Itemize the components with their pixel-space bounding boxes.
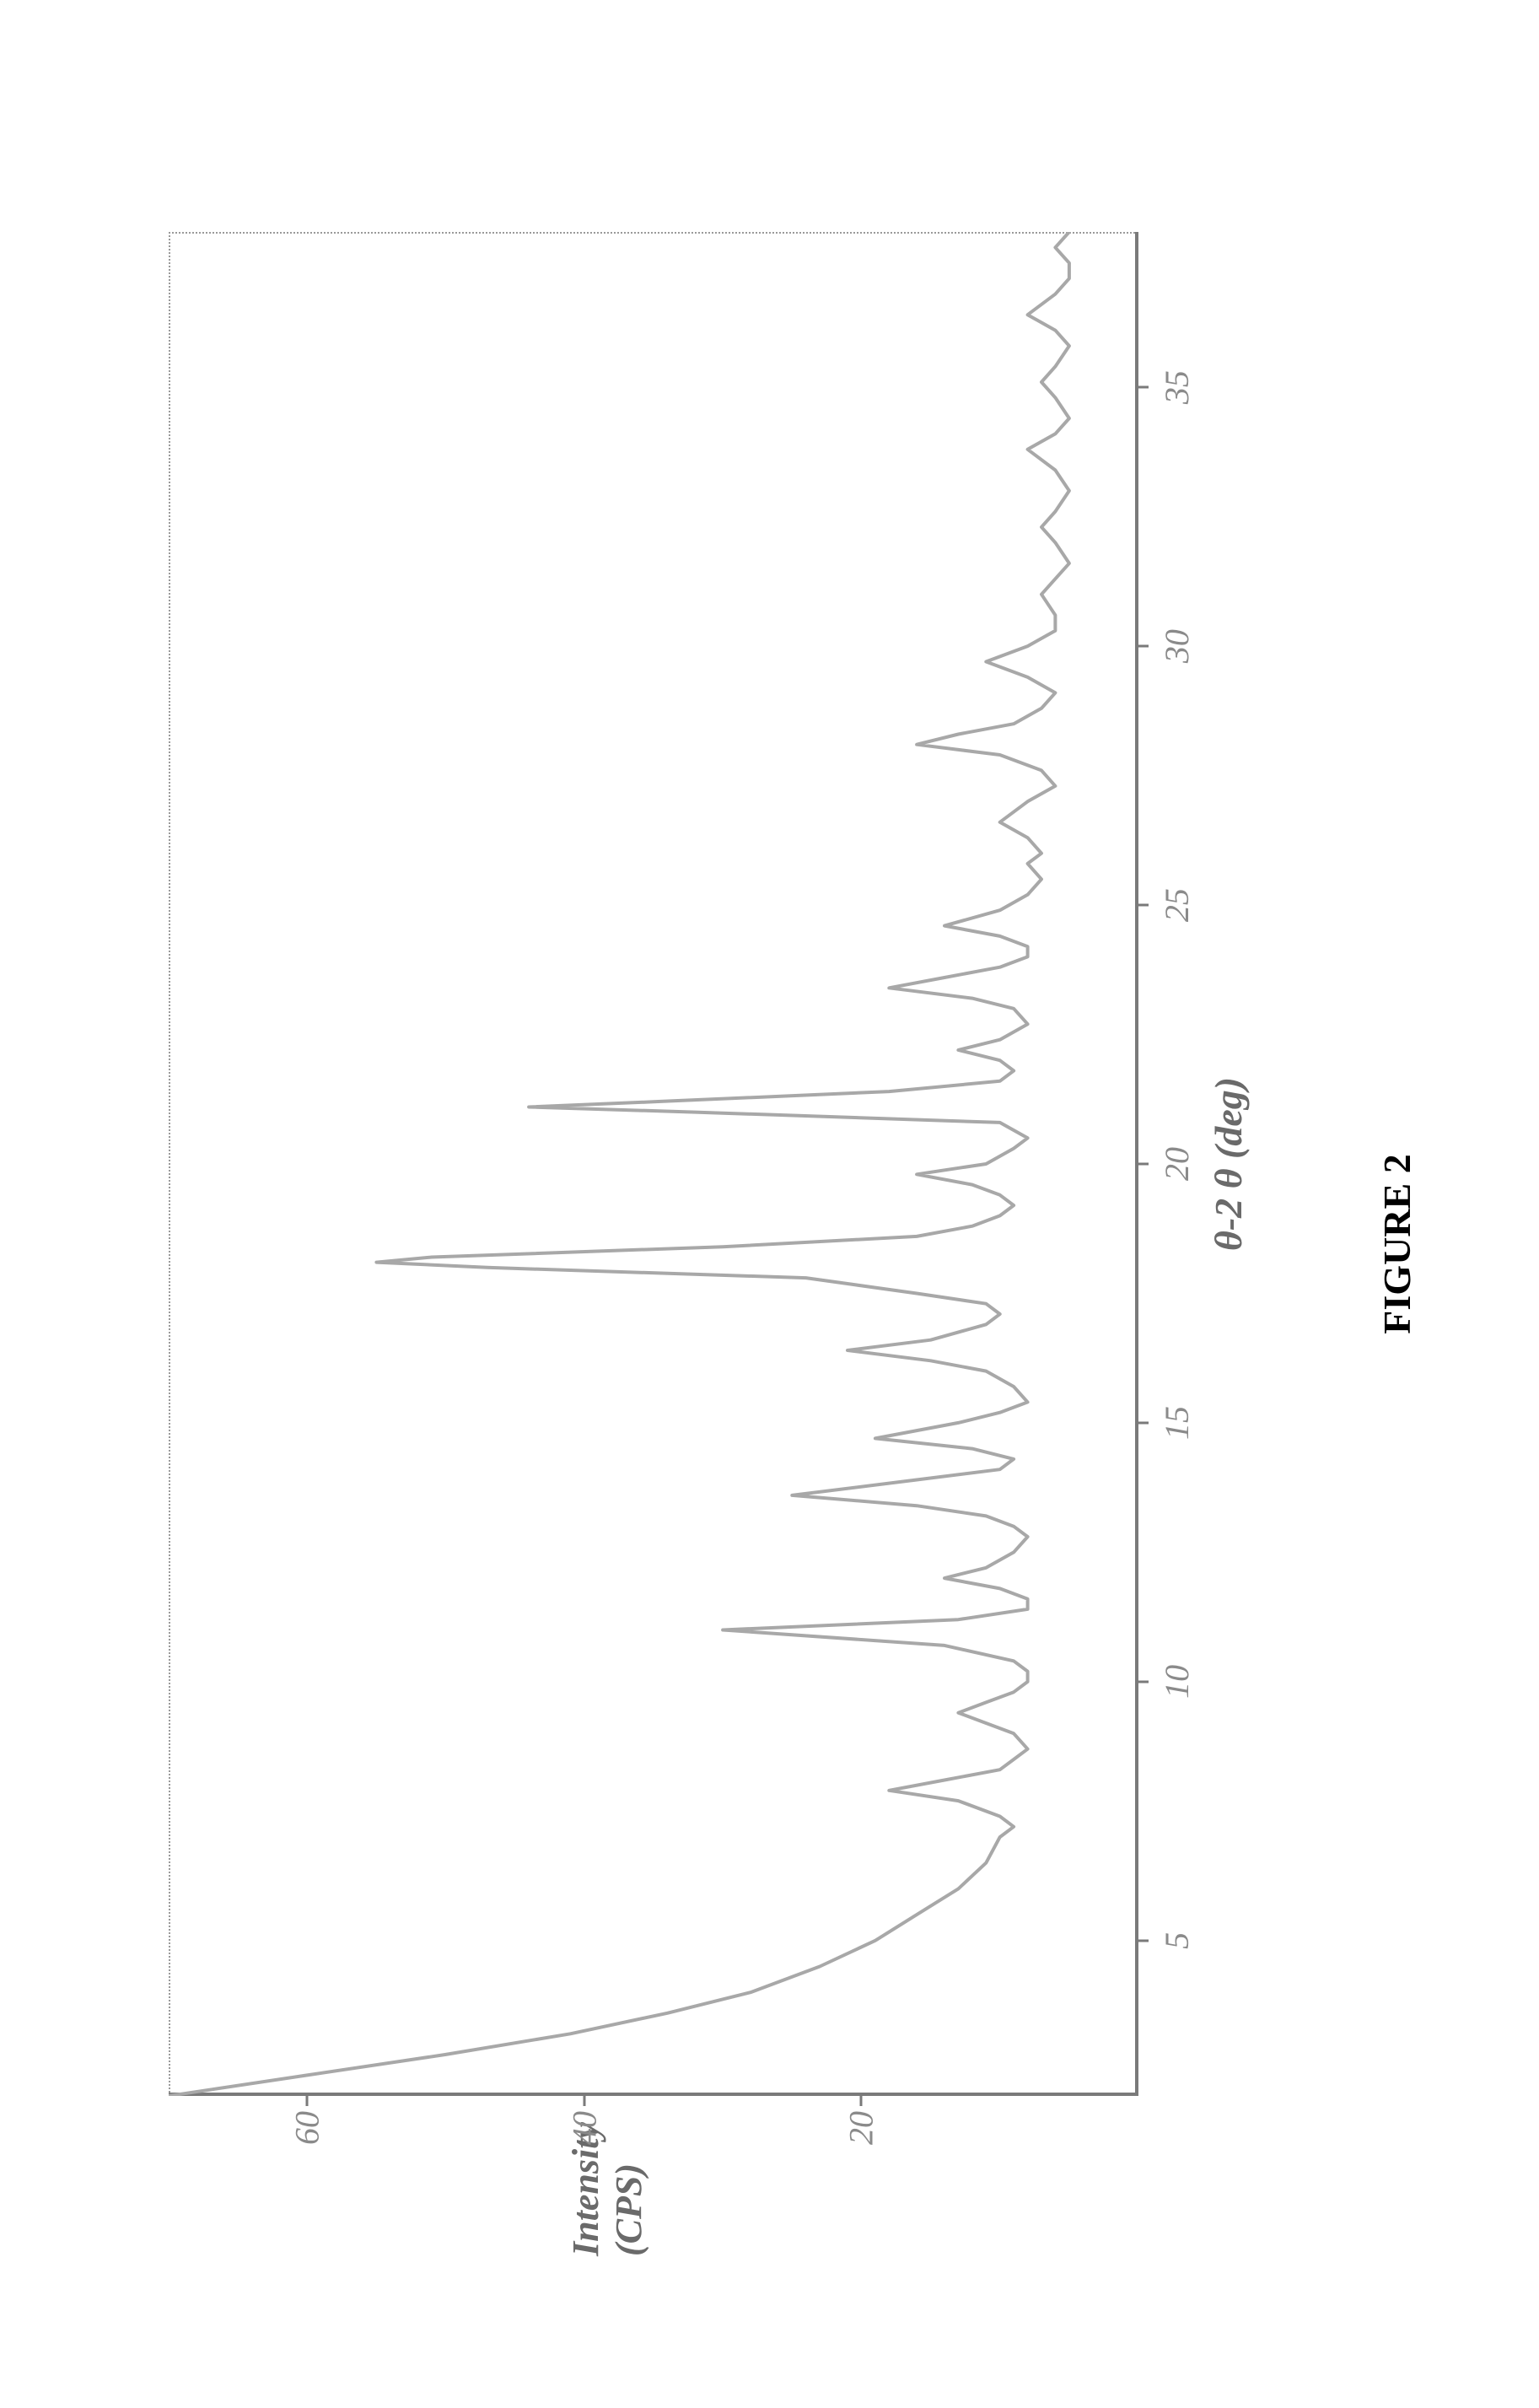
y-tick-mark <box>583 2096 585 2106</box>
x-tick-mark <box>1138 1421 1149 1424</box>
x-tick-label: 5 <box>1157 1932 1197 1949</box>
x-tick-mark <box>1138 1939 1149 1942</box>
x-tick-label: 10 <box>1157 1665 1197 1699</box>
y-tick-mark <box>306 2096 309 2106</box>
x-tick-label: 25 <box>1157 888 1197 922</box>
y-tick-label: 40 <box>564 2111 604 2145</box>
rotated-chart-wrapper: Intensity (CPS) θ-2 θ (deg) 204060510152… <box>0 0 1539 2408</box>
x-tick-mark <box>1138 1680 1149 1683</box>
x-tick-mark <box>1138 386 1149 389</box>
x-tick-label: 15 <box>1157 1406 1197 1440</box>
y-tick-label: 60 <box>288 2111 327 2145</box>
plot-area: θ-2 θ (deg) 2040605101520253035 <box>169 232 1138 2096</box>
figure-caption-text: FIGURE 2 <box>1375 1154 1418 1333</box>
x-axis-label: θ-2 θ (deg) <box>1206 1077 1251 1251</box>
figure-caption: FIGURE 2 <box>1375 1154 1419 1333</box>
y-tick-label: 20 <box>842 2111 881 2145</box>
x-tick-mark <box>1138 904 1149 907</box>
y-tick-mark <box>860 2096 863 2106</box>
x-tick-mark <box>1138 1163 1149 1166</box>
x-tick-mark <box>1138 645 1149 648</box>
x-tick-label: 30 <box>1157 629 1197 663</box>
page: Intensity (CPS) θ-2 θ (deg) 204060510152… <box>0 0 1539 2408</box>
x-tick-label: 20 <box>1157 1147 1197 1181</box>
x-tick-label: 35 <box>1157 370 1197 404</box>
xrd-series-line <box>169 232 1138 2096</box>
xrd-chart: Intensity (CPS) θ-2 θ (deg) 204060510152… <box>169 232 1265 2256</box>
